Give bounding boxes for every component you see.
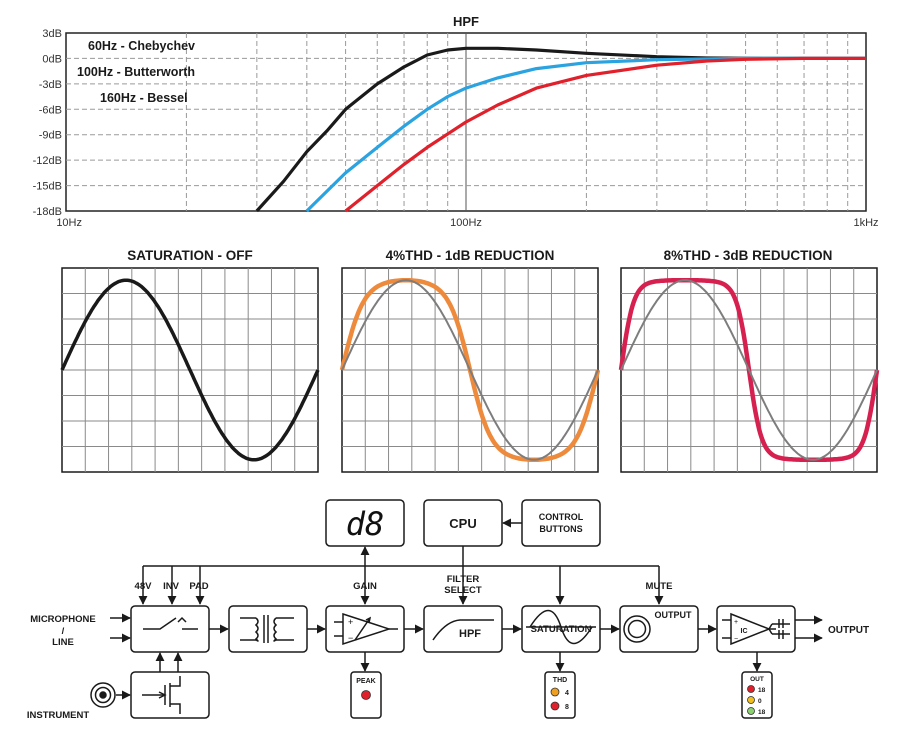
wave-reference-sine <box>620 279 878 461</box>
hpf-series-line-0 <box>255 46 866 213</box>
svg-text:+: + <box>734 619 738 626</box>
hpf-y-tick-label: -15dB <box>33 181 62 193</box>
wave-title-off: SATURATION - OFF <box>127 248 252 263</box>
thd-label: THD <box>553 677 567 684</box>
hpf-x-tick-label: 1kHz <box>853 217 878 229</box>
out-led-18-top-label: 18 <box>758 687 766 694</box>
legend-butterworth: 100Hz - Butterworth <box>77 65 195 79</box>
wave-panel-4thd <box>339 267 601 473</box>
control-buttons-line2: BUTTONS <box>539 524 582 534</box>
out-led-18-top <box>747 685 755 693</box>
output-knob-inner <box>627 619 647 639</box>
output-label: OUTPUT <box>828 625 869 636</box>
label-48v: 48V <box>135 581 153 592</box>
hpf-y-tick-label: -6dB <box>39 104 62 116</box>
fet-icon <box>142 676 181 714</box>
output-amp-icon: + − <box>722 612 790 646</box>
output-block-label: OUTPUT <box>655 610 693 620</box>
microphone-label: MICROPHONE <box>30 614 95 625</box>
transformer-icon <box>240 615 294 643</box>
line-label: LINE <box>52 637 74 648</box>
peak-led <box>361 690 371 700</box>
svg-text:−: − <box>348 633 353 643</box>
preamp-triangle-icon: + − <box>334 612 398 646</box>
hpf-y-tick-label: -9dB <box>39 130 62 142</box>
hpf-y-tick-label: -12dB <box>33 155 62 167</box>
jack-icon-tip <box>99 691 107 699</box>
ic-label: IC <box>741 628 748 635</box>
legend-chebychev: 60Hz - Chebychev <box>88 39 195 53</box>
thd-led-4 <box>550 687 560 697</box>
out-led-18-bottom-label: 18 <box>758 709 766 716</box>
control-buttons-line1: CONTROL <box>539 512 584 522</box>
wave-title-4thd: 4%THD - 1dB REDUCTION <box>386 248 555 263</box>
saturation-waveforms: SATURATION - OFF 4%THD - 1dB REDUCTION 8… <box>60 248 880 473</box>
thd-led-4-label: 4 <box>565 690 569 697</box>
hpf-x-tick-label: 10Hz <box>56 217 82 229</box>
out-meter <box>741 671 773 719</box>
hpf-y-tick-label: -3dB <box>39 79 62 91</box>
peak-label: PEAK <box>356 678 375 685</box>
saturation-label: SATURATION <box>531 624 592 635</box>
label-mute: MUTE <box>646 581 673 592</box>
switch-tick <box>177 616 187 623</box>
out-led-0-label: 0 <box>758 698 762 705</box>
hpf-y-tick-label: 3dB <box>42 28 62 40</box>
instrument-label: INSTRUMENT <box>27 710 89 721</box>
wave-reference-sine <box>341 279 599 461</box>
cpu-label: CPU <box>449 516 476 531</box>
svg-text:−: − <box>734 636 738 643</box>
label-filter-line2: SELECT <box>444 585 482 596</box>
jack-icon-ring <box>94 686 112 704</box>
hpf-curve-icon <box>432 619 494 641</box>
hpf-y-tick-label: -18dB <box>33 206 62 218</box>
hpf-y-tick-label: 0dB <box>42 53 62 65</box>
label-gain: GAIN <box>353 581 377 592</box>
out-meter-label: OUT <box>750 676 764 683</box>
display-readout: d8 <box>346 505 385 543</box>
legend-bessel: 160Hz - Bessel <box>100 91 188 105</box>
thd-led-8-label: 8 <box>565 704 569 711</box>
svg-text:+: + <box>348 617 353 627</box>
mic-line-slash: / <box>62 626 65 637</box>
hpf-series-line-2 <box>344 56 866 213</box>
jack-icon <box>90 682 116 708</box>
hpf-x-ticks: 10Hz 100Hz 1kHz <box>56 217 878 229</box>
label-inv: INV <box>163 581 180 592</box>
switch-icon <box>143 617 198 630</box>
output-knob-icon <box>623 615 651 643</box>
control-buttons-box <box>521 499 601 547</box>
hpf-x-tick-label: 100Hz <box>450 217 482 229</box>
wave-clean-sine <box>60 278 320 462</box>
label-filter-line1: FILTER <box>447 574 480 585</box>
hpf-y-ticks: 3dB 0dB -3dB -6dB -9dB -12dB -15dB -18dB <box>33 28 62 218</box>
out-led-18-bottom <box>747 707 755 715</box>
output-stage-box <box>716 605 796 653</box>
block-diagram: d8 CPU CONTROL BUTTONS 48V INV PAD GAIN … <box>27 499 869 721</box>
hpf-title: HPF <box>453 14 479 29</box>
out-led-0 <box>747 696 755 704</box>
label-pad: PAD <box>189 581 208 592</box>
thd-led-8 <box>550 701 560 711</box>
hpf-series-line-1 <box>305 56 866 213</box>
wave-title-8thd: 8%THD - 3dB REDUCTION <box>664 248 833 263</box>
display-box <box>325 499 405 547</box>
wave-panel-8thd <box>618 267 880 473</box>
wave-panel-off <box>60 267 320 473</box>
hpf-curves <box>255 46 866 213</box>
hpf-block-label: HPF <box>459 628 481 640</box>
